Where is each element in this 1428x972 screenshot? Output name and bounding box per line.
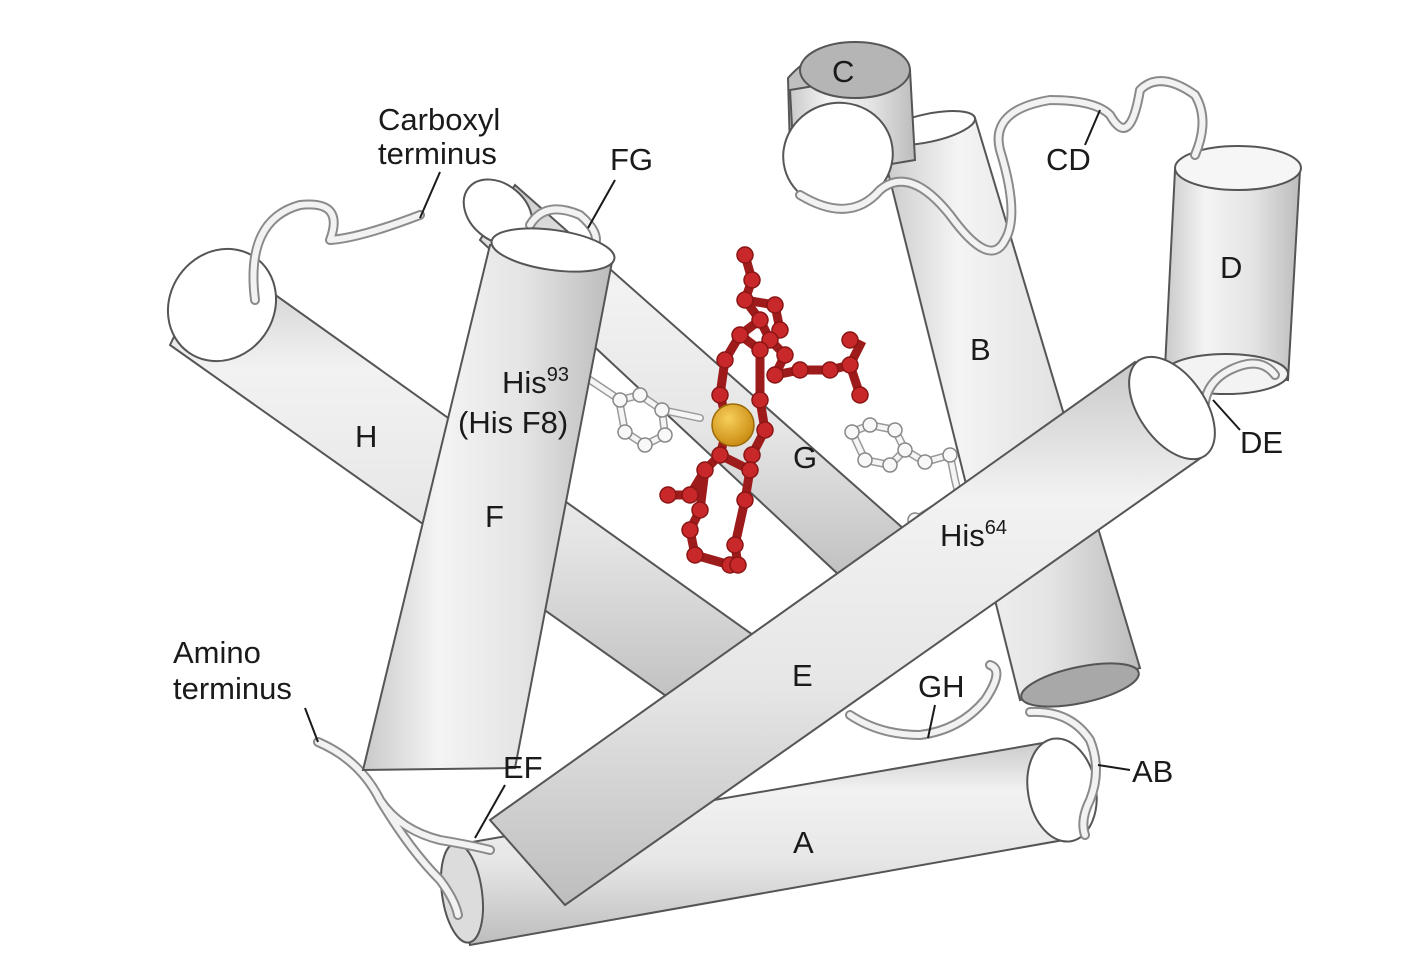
helix-e-label: E <box>792 658 813 693</box>
his93-residue <box>586 376 704 453</box>
his64-name: His <box>940 518 985 553</box>
loop-de-label: DE <box>1240 425 1283 460</box>
helix-c-label: C <box>832 54 854 89</box>
helix-f <box>361 227 616 772</box>
amino-terminus-label-1: Amino <box>173 635 261 670</box>
helix-d-label: D <box>1220 250 1242 285</box>
helix-b <box>878 110 1142 708</box>
loops <box>248 76 1280 920</box>
leader-lines <box>304 109 1241 839</box>
helix-g-label: G <box>793 440 817 475</box>
amino-terminus-label-2: terminus <box>173 671 292 706</box>
loop-ab-label: AB <box>1132 754 1173 789</box>
his93-number: 93 <box>547 364 569 386</box>
helix-c <box>782 41 917 209</box>
helix-f-label: F <box>485 499 504 534</box>
loop-cd-label: CD <box>1046 142 1091 177</box>
his93-label: His93 <box>502 364 569 400</box>
his64-label: His64 <box>940 517 1007 553</box>
carboxyl-terminus-label-1: Carboxyl <box>378 102 500 137</box>
helix-a-label: A <box>793 825 814 860</box>
helix-b-label: B <box>970 332 991 367</box>
helix-e <box>488 355 1216 907</box>
his64-number: 64 <box>985 517 1007 539</box>
helix-h-label: H <box>355 419 377 454</box>
his-f8-label: (His F8) <box>458 405 568 440</box>
carboxyl-terminus-label-2: terminus <box>378 136 497 171</box>
loop-gh-label: GH <box>918 669 965 704</box>
loop-fg-label: FG <box>610 142 653 177</box>
labels: Carboxyl terminus FG C CD D B DE His93 (… <box>173 54 1283 860</box>
iron-atom <box>711 403 755 447</box>
his93-name: His <box>502 365 547 400</box>
heme-group <box>659 246 869 574</box>
loop-ef-label: EF <box>503 750 543 785</box>
